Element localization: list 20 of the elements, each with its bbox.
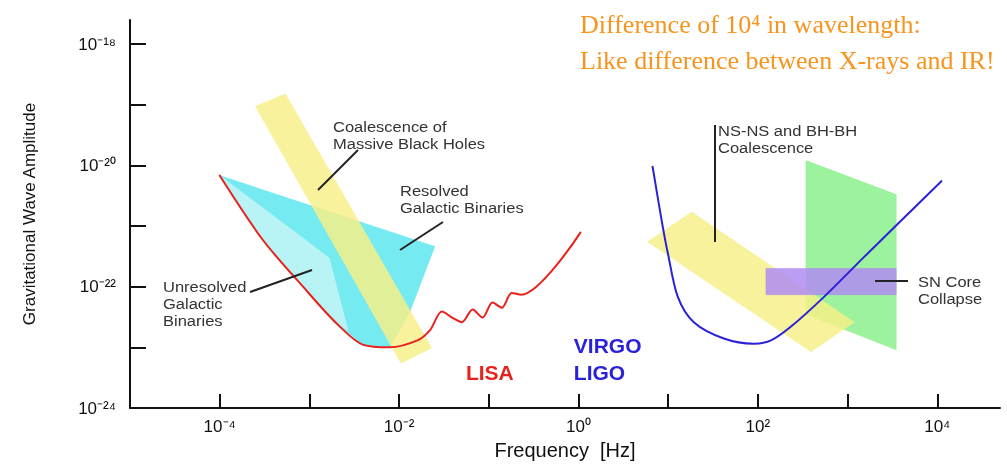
annotation: NS-NS and BH-BH Coalescence	[718, 122, 858, 156]
text: Like difference between X-rays and IR!	[580, 45, 995, 75]
y-tick-label: 10⁻²²	[79, 277, 117, 297]
x-tick-label: 10²	[745, 417, 771, 436]
text: VIRGO LIGO	[573, 334, 642, 385]
x-tick-label: 10⁴	[924, 417, 951, 436]
y-axis-title: Gravitational Wave Amplitude	[20, 102, 39, 326]
x-tick-label: 10⁻⁴	[203, 417, 236, 436]
annotation: Resolved Galactic Binaries	[400, 182, 524, 216]
x-axis-title: Frequency [Hz]	[494, 439, 636, 461]
annotation: Coalescence of Massive Black Holes	[333, 118, 486, 152]
annotation: SN Core Collapse	[918, 273, 983, 307]
y-tick-label: 10⁻²⁰	[79, 155, 116, 175]
x-tick-label: 10⁰	[566, 417, 591, 436]
x-tick-label: 10⁻²	[383, 417, 415, 436]
chart-title: Difference of 10⁴ in wavelength:	[580, 9, 921, 39]
annotation: Unresolved Galactic Binaries	[163, 278, 247, 329]
y-tick-label: 10⁻¹⁸	[78, 34, 116, 54]
series-label: LISA	[465, 361, 514, 385]
y-tick-label: 10⁻²⁴	[78, 398, 116, 418]
